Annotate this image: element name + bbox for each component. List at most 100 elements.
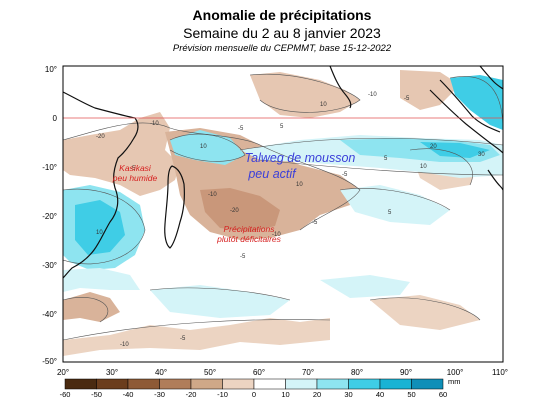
contour-line	[63, 122, 361, 231]
contour-label: -5	[342, 172, 348, 178]
colorbar-swatch	[222, 378, 255, 390]
contour-line	[449, 76, 503, 131]
lat-tick-label: -30°	[42, 261, 57, 270]
title: Anomalie de précipitations	[192, 7, 372, 23]
madagascar-coastline	[164, 165, 185, 249]
contour-label: 10	[96, 230, 103, 236]
contour-label: 5	[280, 124, 284, 130]
contour-label: 5	[388, 210, 392, 216]
contour-line	[259, 159, 503, 176]
map-frame	[62, 65, 504, 363]
contour-label: 10	[420, 164, 427, 170]
contour-line	[63, 319, 331, 341]
contour-line	[169, 133, 246, 162]
annotation-kasikasi-line1: Kasikasi	[119, 163, 152, 173]
contour-label: 10	[200, 144, 207, 150]
lat-tick-label: 10°	[45, 65, 57, 74]
contour-line	[369, 297, 481, 321]
africa-coastline	[63, 91, 139, 279]
dry-region-southwest	[63, 292, 120, 322]
colorbar-tick-label: 30	[344, 390, 352, 399]
annotation-precip-line2: plutôt déficitaires	[216, 234, 282, 244]
colorbar-tick-label: 60	[439, 390, 447, 399]
colorbar-tick-label: 50	[407, 390, 415, 399]
annotation-talweg-line2: peu actif	[247, 167, 297, 181]
contour-label: -20	[96, 134, 105, 140]
contour-label: -5	[404, 96, 410, 102]
annotation-kasikasi-line2: peu humide	[112, 173, 158, 183]
wet-region-indonesia	[450, 75, 503, 130]
subtitle: Semaine du 2 au 8 janvier 2023	[183, 25, 381, 41]
contour-label: -5	[238, 126, 244, 132]
lat-tick-label: -50°	[42, 357, 57, 366]
lon-tick-label: 50°	[204, 368, 216, 377]
lat-tick-label: -40°	[42, 310, 57, 319]
contour-line	[149, 287, 291, 301]
contour-label: 20	[430, 144, 437, 150]
colorbar-swatch	[64, 378, 97, 390]
wet-region-itcz	[170, 130, 245, 165]
dry-region-south	[63, 318, 330, 356]
colorbar-swatches	[64, 378, 444, 390]
contour-label: -5	[180, 336, 186, 342]
colorbar-tick-label: -50	[91, 390, 102, 399]
contour-line	[249, 73, 361, 113]
contour-label: -10	[208, 192, 217, 198]
title-block: Anomalie de précipitations Semaine du 2 …	[0, 6, 554, 55]
colorbar-tick-label: 10	[281, 390, 289, 399]
lon-tick-label: 90°	[400, 368, 412, 377]
colorbar-swatch	[190, 378, 223, 390]
lon-tick-label: 100°	[447, 368, 464, 377]
contour-lines	[63, 73, 503, 341]
contour-line	[339, 188, 451, 211]
contour-label: -20	[230, 208, 239, 214]
annotation-talweg-line1: Talweg de mousson	[245, 151, 356, 165]
colorbar-tick-label: -30	[154, 390, 165, 399]
colorbar-swatch	[379, 378, 412, 390]
lat-tick-label: 0	[53, 114, 58, 123]
colorbar-swatch	[285, 378, 318, 390]
colorbar-tick-label: 40	[376, 390, 384, 399]
wet-region-east	[340, 185, 450, 225]
lat-tick-label: -20°	[42, 212, 57, 221]
contour-line	[409, 148, 473, 186]
sumatra-coastline	[439, 79, 501, 133]
dry-region-core	[200, 188, 280, 232]
latitude-axis: 10° 0 -10° -20° -30° -40° -50°	[42, 65, 57, 366]
lon-tick-label: 110°	[492, 368, 508, 377]
colorbar-swatch	[159, 378, 192, 390]
longitude-axis: 20° 30° 40° 50° 60° 70° 80° 90° 100° 110…	[57, 368, 508, 377]
colorbar-labels: -60 -50 -40 -30 -20 -10 0 10 20 30 40 50 60	[60, 390, 448, 399]
colorbar-tick-label: 0	[252, 390, 256, 399]
colorbar-swatch	[96, 378, 129, 390]
contour-label: 30	[478, 152, 485, 158]
wet-region-far-south	[320, 275, 410, 298]
lon-tick-label: 60°	[253, 368, 265, 377]
colorbar-swatch	[411, 378, 444, 390]
india-coastline	[329, 66, 352, 109]
forecast-info: Prévision mensuelle du CEPMMT, base 15-1…	[172, 43, 392, 54]
contour-label: 10	[320, 102, 327, 108]
contour-label: -10	[120, 342, 129, 348]
colorbar-tick-label: -40	[123, 390, 134, 399]
contour-label: -10	[368, 92, 377, 98]
contour-label: 5	[384, 156, 388, 162]
dry-region-north	[250, 72, 360, 118]
colorbar: -60 -50 -40 -30 -20 -10 0 10 20 30 40 50 60 mm	[60, 377, 461, 399]
colorbar-swatch	[348, 378, 381, 390]
contour-label: -10	[150, 121, 159, 127]
dry-region-far-south	[370, 295, 480, 330]
contour-label: -5	[240, 254, 246, 260]
colorbar-tick-label: -10	[217, 390, 228, 399]
malaysia-coastline	[479, 66, 503, 90]
annotation-precip-line1: Précipitations	[223, 224, 275, 234]
contour-label: -5	[312, 220, 318, 226]
contour-labels: -20 -10 -5 10 -5 5 10 -20 -10 -5 10 20 3…	[96, 92, 485, 348]
lon-tick-label: 80°	[351, 368, 363, 377]
contour-line	[239, 137, 503, 151]
lon-tick-label: 20°	[57, 368, 69, 377]
wet-region-southwest	[63, 268, 140, 292]
contour-label: 10	[296, 182, 303, 188]
wet-region-madagascar-core	[75, 200, 125, 255]
